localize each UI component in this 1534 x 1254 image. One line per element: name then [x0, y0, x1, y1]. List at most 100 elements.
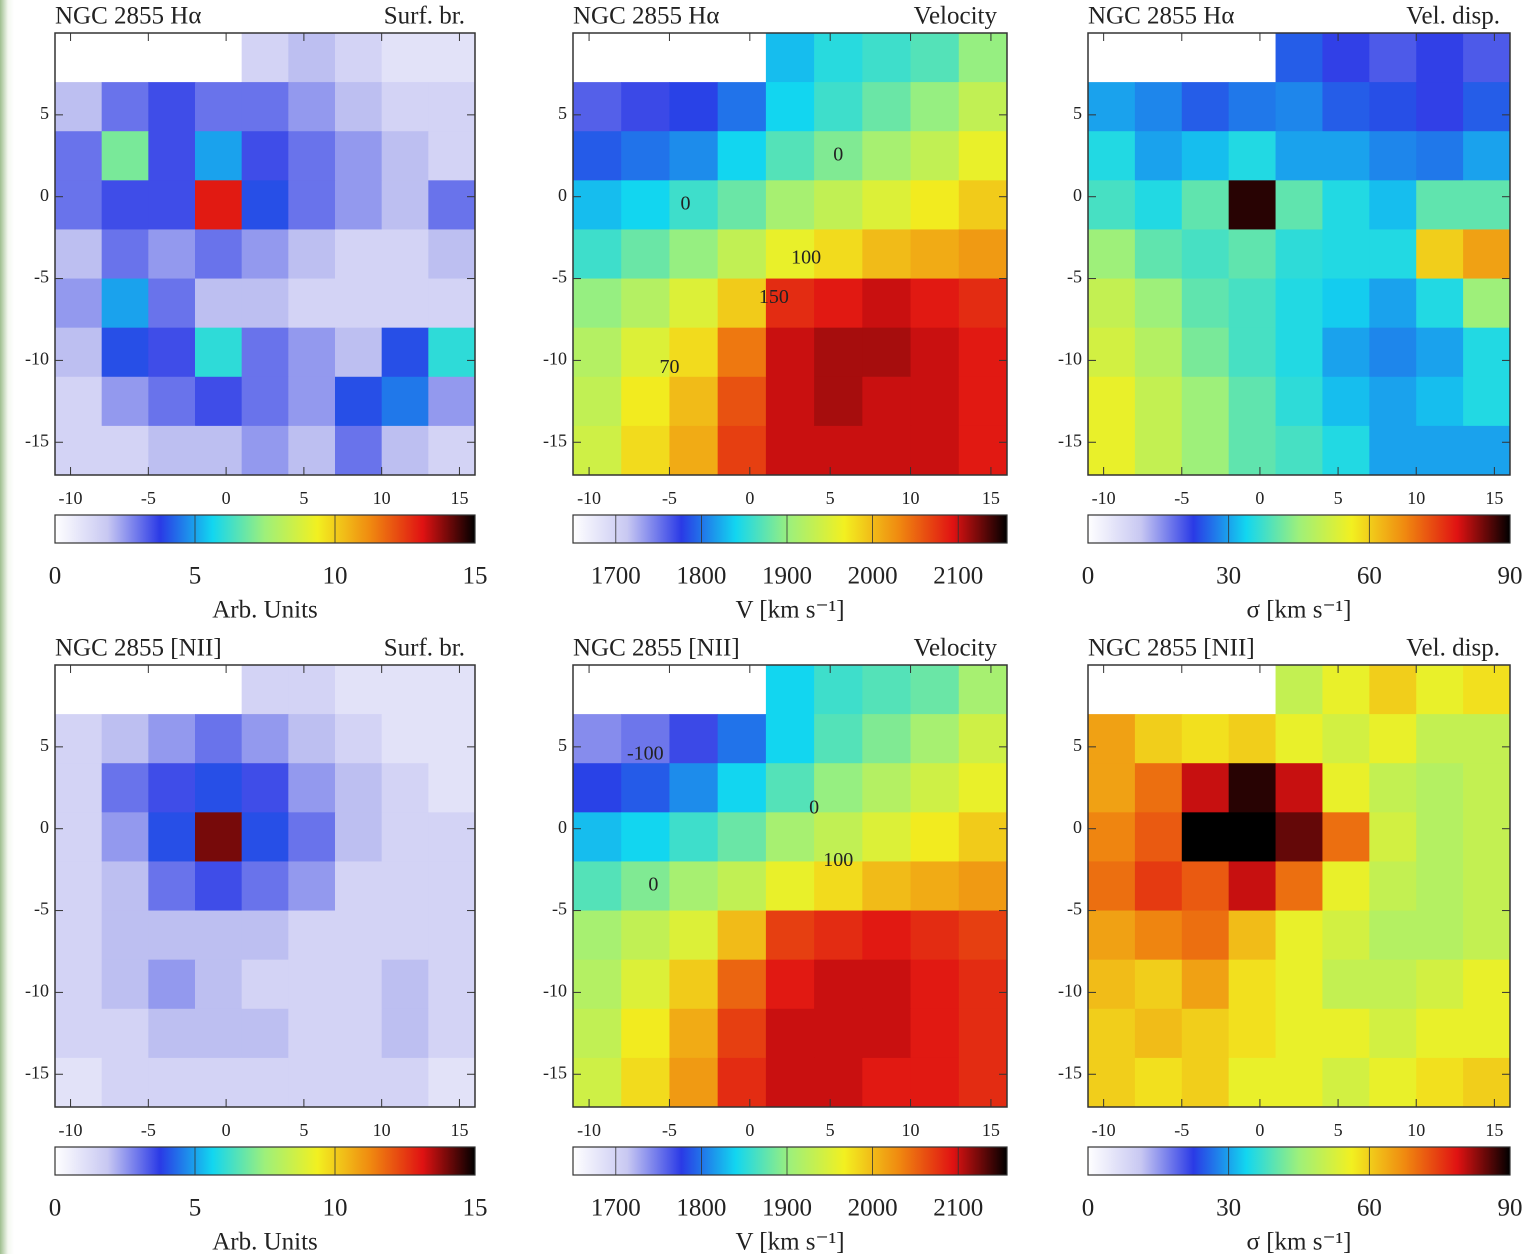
- map-cell: [428, 1008, 475, 1059]
- map-cell: [1134, 763, 1183, 813]
- map-cell: [195, 180, 243, 230]
- x-tick-label: 0: [1255, 1120, 1264, 1140]
- map-cell: [241, 812, 289, 862]
- map-cell: [55, 763, 103, 813]
- map-cell: [195, 763, 243, 813]
- x-tick-label: -5: [141, 488, 156, 508]
- map-cell: [1275, 229, 1323, 280]
- map-cell: [428, 812, 475, 862]
- map-cell: [101, 229, 149, 280]
- map-cell: [814, 861, 863, 912]
- map-cell: [335, 327, 383, 378]
- contour-label: 100: [791, 247, 821, 269]
- map-cell: [1369, 1008, 1417, 1059]
- map-cell: [958, 812, 1007, 862]
- map-cell: [1088, 82, 1136, 132]
- map-cell: [1275, 861, 1323, 912]
- map-cell: [910, 425, 960, 475]
- map-cell: [717, 278, 767, 329]
- colorbar-tick-label: 1800: [676, 563, 726, 590]
- map-cell: [814, 665, 863, 715]
- map-cell: [288, 82, 336, 132]
- map-cell: [428, 425, 475, 475]
- map-cell: [148, 763, 196, 813]
- map-cell: [101, 812, 149, 862]
- colorbar-tick-label: 1800: [676, 1195, 726, 1222]
- map-cell: [1134, 327, 1183, 378]
- map-cell: [55, 1008, 103, 1059]
- y-tick-label: -10: [1058, 349, 1082, 369]
- map-cell: [241, 376, 289, 427]
- x-tick-label: 10: [373, 488, 391, 508]
- map-cell: [55, 180, 103, 230]
- map-cell: [1134, 229, 1183, 280]
- map-cell: [1181, 180, 1230, 230]
- map-cell: [814, 33, 863, 83]
- map-cell: [1228, 425, 1277, 475]
- map-cell: [381, 33, 429, 83]
- map-cell: [241, 910, 289, 961]
- x-tick-label: 10: [902, 488, 920, 508]
- y-tick-label: -10: [543, 349, 567, 369]
- map-cell: [1088, 1057, 1136, 1107]
- map-cell: [717, 861, 767, 912]
- map-cell: [1369, 376, 1417, 427]
- colorbar-tick-label: 2100: [933, 1195, 983, 1222]
- map-cell: [621, 910, 670, 961]
- map-cell: [1416, 1008, 1464, 1059]
- map-cell: [814, 425, 863, 475]
- map-cell: [910, 131, 960, 181]
- map-cell: [241, 229, 289, 280]
- map-cell: [765, 861, 815, 912]
- x-tick-label: -10: [59, 1120, 83, 1140]
- map-cell: [1463, 180, 1510, 230]
- map-cell: [1369, 131, 1417, 181]
- map-cell: [862, 33, 912, 83]
- map-cell: [428, 861, 475, 912]
- map-cell: [814, 910, 863, 961]
- map-cell: [428, 714, 475, 764]
- map-cell: [1416, 812, 1464, 862]
- map-cell: [1369, 278, 1417, 329]
- colorbar: [1087, 514, 1511, 544]
- map-cell: [573, 812, 622, 862]
- map-cell: [148, 861, 196, 912]
- map-cell: [1088, 327, 1136, 378]
- map-cell: [910, 714, 960, 764]
- map-cell: [1134, 861, 1183, 912]
- x-tick-label: -10: [577, 488, 601, 508]
- y-tick-label: 5: [558, 103, 567, 123]
- map-cell: [1322, 131, 1370, 181]
- map-cell: [195, 714, 243, 764]
- map-cell: [958, 910, 1007, 961]
- map-cell: [1322, 665, 1370, 715]
- map-cell: [669, 180, 719, 230]
- map-cell: [55, 82, 103, 132]
- x-tick-label: -5: [662, 1120, 677, 1140]
- map-cell: [717, 959, 767, 1010]
- colorbar-tick-label: 1900: [762, 1195, 812, 1222]
- map-cell: [55, 714, 103, 764]
- x-tick-label: 0: [222, 488, 231, 508]
- map-cell: [910, 812, 960, 862]
- cells: [1088, 665, 1510, 1107]
- x-tick-label: -5: [1174, 488, 1189, 508]
- map-cell: [862, 910, 912, 961]
- map-cell: [55, 376, 103, 427]
- map-cell: [814, 763, 863, 813]
- map-cell: [910, 229, 960, 280]
- x-tick-label: -10: [1092, 1120, 1116, 1140]
- frame: [54, 32, 476, 476]
- map-cell: [1088, 376, 1136, 427]
- map-cell: [101, 714, 149, 764]
- map-cell: [1463, 131, 1510, 181]
- map-cell: [241, 1057, 289, 1107]
- map-cell: [910, 1057, 960, 1107]
- colorbar-tick-label: 30: [1216, 563, 1241, 590]
- map-panel: NGC 2855 [NII] Velocity -10 -5 0 5 10 15 5 0 -5 -10…: [543, 635, 1008, 1254]
- map-cell: [148, 131, 196, 181]
- colorbar-label: σ [km s⁻¹]: [1247, 597, 1352, 624]
- map-cell: [910, 180, 960, 230]
- map-cell: [1463, 82, 1510, 132]
- y-tick-label: -15: [25, 430, 49, 450]
